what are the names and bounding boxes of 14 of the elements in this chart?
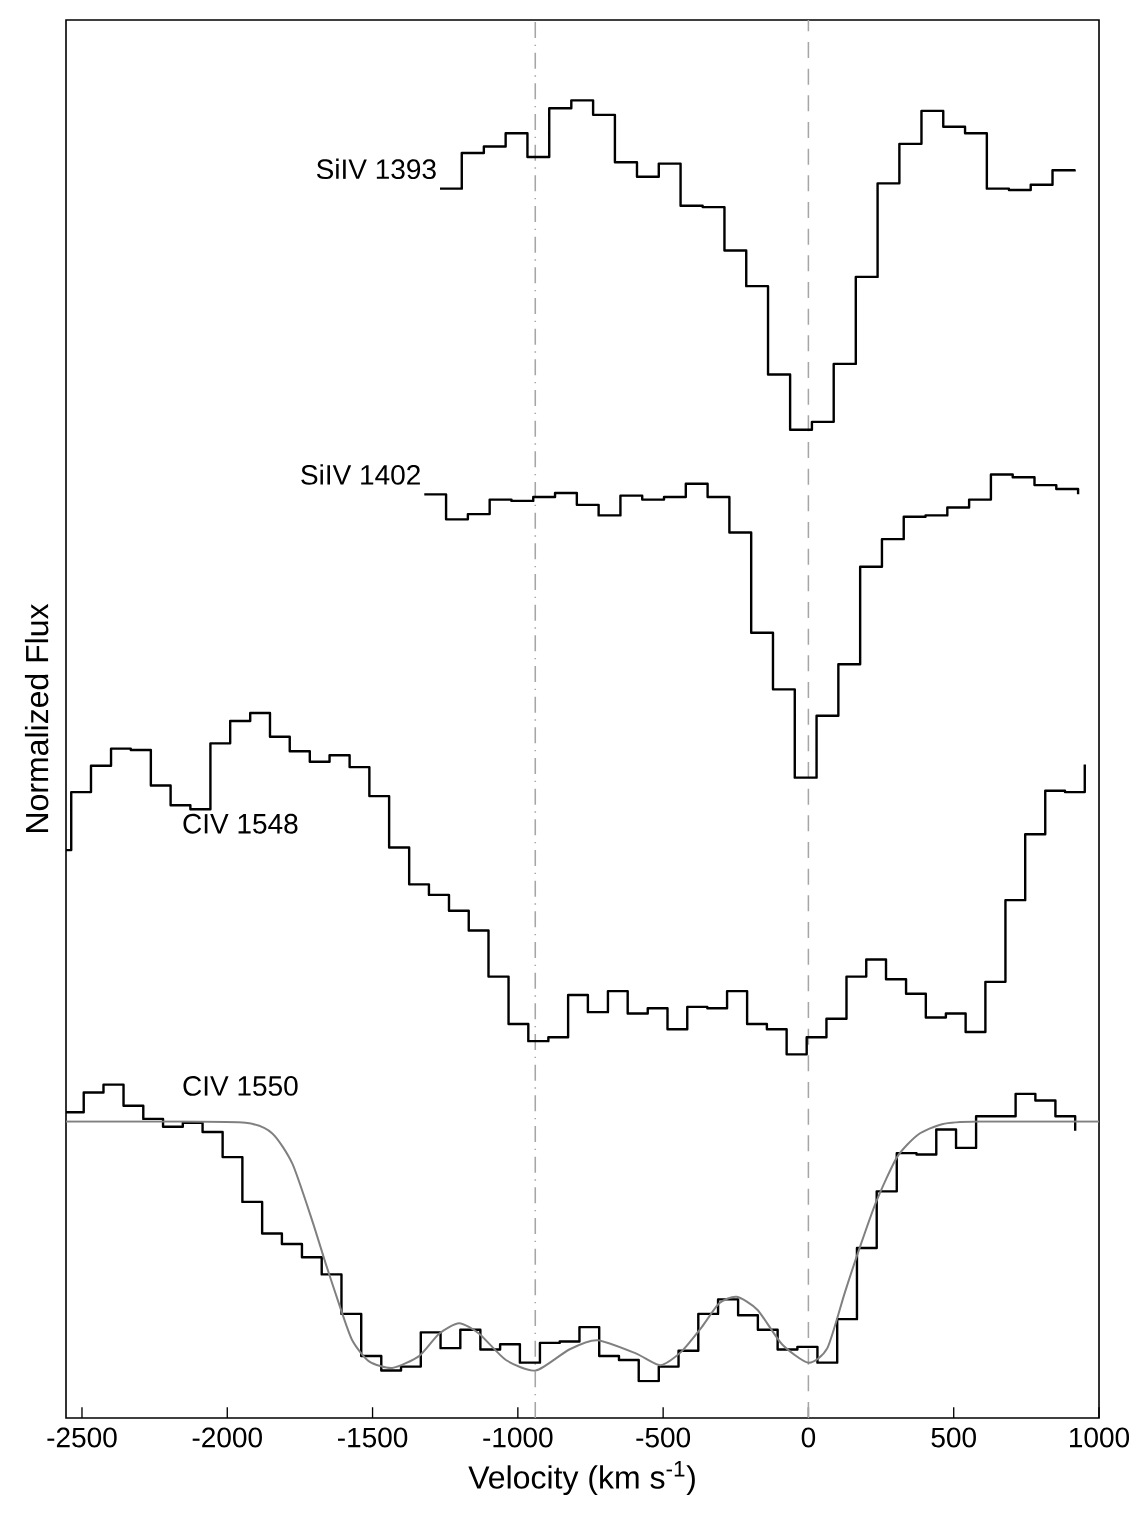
x-tick-label: 1000 xyxy=(1069,1427,1130,1448)
series-label: CIV 1550 xyxy=(183,1076,298,1096)
x-axis-title: Velocity (km s$^{-1}$) xyxy=(468,1461,695,1496)
series-label: CIV 1548 xyxy=(183,813,298,834)
y-axis-title: Normalized Flux xyxy=(24,603,49,832)
x-tick-label: 500 xyxy=(931,1427,976,1448)
x-tick-label: 0 xyxy=(801,1427,816,1448)
x-tick-label: -500 xyxy=(636,1427,691,1448)
x-tick-label: -2500 xyxy=(47,1427,117,1448)
x-tick-label: -2000 xyxy=(192,1427,262,1448)
series-label: SiIV 1402 xyxy=(301,464,420,485)
x-tick-label: -1000 xyxy=(483,1427,553,1448)
series-label: SiIV 1393 xyxy=(316,158,436,180)
x-tick-label: -1500 xyxy=(337,1427,408,1448)
